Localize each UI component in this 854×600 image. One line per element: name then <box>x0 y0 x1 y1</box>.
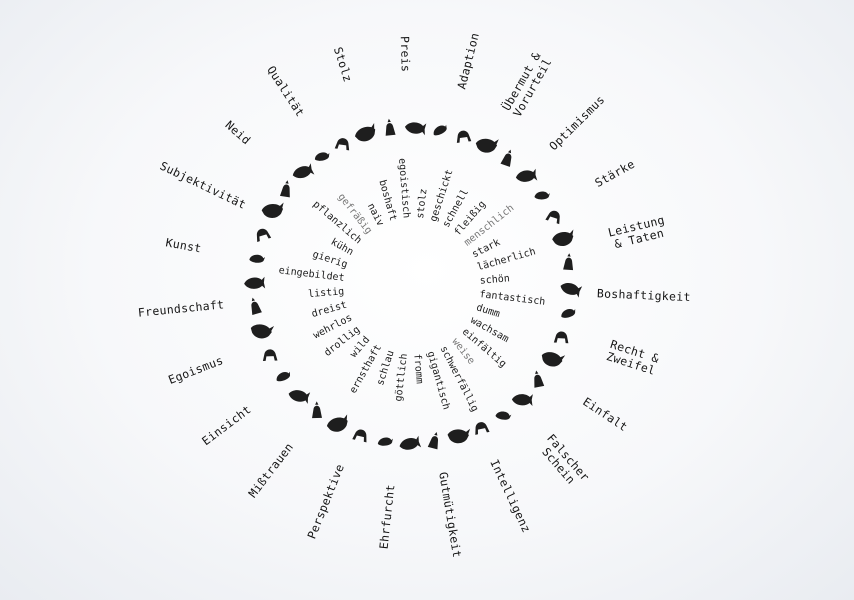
outer-label: Egoismus <box>166 353 225 387</box>
dog-icon <box>385 118 396 136</box>
outer-label: Einsicht <box>199 402 254 448</box>
inner-word: göttlich <box>393 353 410 402</box>
outer-label-line: Neid <box>223 118 254 148</box>
fox-icon <box>404 122 427 136</box>
monkey-icon <box>251 297 262 315</box>
outer-label-line: Optimismus <box>546 92 607 153</box>
lion-icon <box>276 371 291 382</box>
outer-label-line: Ehrfurcht <box>377 484 398 550</box>
bear-icon <box>249 254 266 263</box>
outer-label: Perspektive <box>304 462 347 541</box>
outer-label-line: Intelligenz <box>487 457 533 535</box>
outer-label-line: Egoismus <box>166 353 225 387</box>
rooster-icon <box>354 122 376 142</box>
inner-word: schön <box>479 273 510 286</box>
horse-icon <box>560 282 583 298</box>
outer-label: Stolz <box>331 45 355 84</box>
bird-icon <box>433 124 447 136</box>
outer-label: Qualität <box>264 63 307 119</box>
cobra-icon <box>427 432 439 450</box>
outer-label: Einfalt <box>580 394 630 434</box>
meerkat-icon <box>563 253 574 271</box>
outer-label: Boshaftigkeit <box>597 286 691 304</box>
inner-word-ring: geschicktschnellfleißigmenschlichstarklä… <box>278 158 546 414</box>
outer-label-line: Gutmütigkeit <box>436 471 464 559</box>
outer-label-line: Einsicht <box>199 402 254 448</box>
outer-label: Adaption <box>454 31 482 90</box>
outer-label-line: Preis <box>398 36 413 73</box>
flamingo-icon <box>279 180 290 198</box>
inner-word: stolz <box>415 188 429 219</box>
frog-icon <box>552 229 574 247</box>
dolphin-icon <box>399 435 422 450</box>
fish-icon <box>511 394 533 407</box>
rooster-icon <box>326 414 348 432</box>
outer-label-line: Qualität <box>264 63 307 119</box>
outer-label-line: Boshaftigkeit <box>597 286 691 304</box>
peacock-icon <box>334 138 350 151</box>
crow-icon <box>314 152 330 161</box>
outer-label-line: Freundschaft <box>137 297 225 319</box>
outer-label: Stärke <box>592 157 637 190</box>
antelope-icon <box>288 390 311 404</box>
bug-icon <box>377 437 393 446</box>
outer-label-line: Perspektive <box>304 462 347 541</box>
inner-word: listig <box>308 286 345 300</box>
turtle-icon <box>553 331 569 344</box>
lizard-icon <box>515 168 538 182</box>
owl-icon <box>534 191 550 200</box>
chameleon-icon <box>261 202 284 218</box>
shark-icon <box>250 324 275 339</box>
eagle-icon <box>545 210 560 225</box>
outer-label: Neid <box>223 118 254 148</box>
outer-label-line: Stärke <box>592 157 637 190</box>
snail-icon <box>495 411 512 420</box>
toucan-icon <box>456 130 472 143</box>
wolf-icon <box>256 228 272 242</box>
camel-icon <box>534 370 545 388</box>
rabbit-icon <box>352 429 367 443</box>
outer-label: Leistung& Taten <box>607 213 669 252</box>
mule-icon <box>312 401 322 419</box>
outer-label-line: Subjektivität <box>158 159 249 212</box>
outer-label: Optimismus <box>546 92 607 153</box>
mantis-icon <box>447 428 471 444</box>
animal-icon-ring <box>244 118 583 450</box>
outer-label: Kunst <box>165 235 203 255</box>
swan-icon <box>500 149 512 167</box>
pufferfish-icon <box>561 309 576 318</box>
inner-word: eingebildet <box>278 265 345 284</box>
outer-label-line: Mißtrauen <box>245 440 296 500</box>
outer-label: Mißtrauen <box>245 440 296 500</box>
outer-label-line: Einfalt <box>580 394 630 434</box>
giraffe-icon <box>292 163 315 179</box>
elephant-icon <box>475 138 499 153</box>
kangaroo-icon <box>244 276 266 289</box>
outer-label: Gutmütigkeit <box>436 471 464 559</box>
outer-label: Intelligenz <box>487 457 533 535</box>
inner-word: egoistisch <box>396 158 412 219</box>
outer-label-line: Adaption <box>454 31 482 90</box>
outer-label: Recht &Zweifel <box>605 337 661 378</box>
outer-label: FalscherSchein <box>535 431 593 492</box>
outer-label-line: Stolz <box>331 45 355 84</box>
outer-label: Übermut &Vorurteil <box>497 49 554 120</box>
outer-label: Preis <box>398 36 413 73</box>
bull-icon <box>262 349 278 362</box>
inner-word: fromm <box>411 353 424 384</box>
outer-label: Ehrfurcht <box>377 484 398 550</box>
outer-label: Freundschaft <box>137 297 225 319</box>
outer-label: Subjektivität <box>158 159 249 212</box>
parrot-icon <box>541 352 566 367</box>
frog-icon <box>475 422 490 435</box>
outer-label-line: Kunst <box>165 235 203 255</box>
